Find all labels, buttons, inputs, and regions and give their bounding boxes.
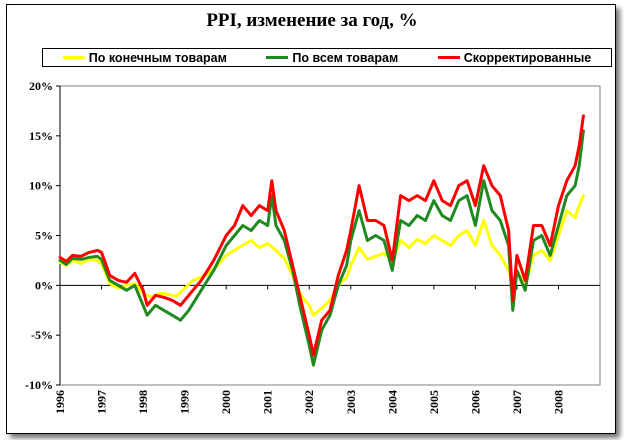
legend-swatch-adjusted bbox=[437, 56, 460, 59]
x-tick-label: 2006 bbox=[468, 390, 482, 414]
chart-title: PPI, изменение за год, % bbox=[206, 10, 418, 31]
y-tick-label: 15% bbox=[29, 129, 53, 143]
x-tick-label: 1998 bbox=[136, 390, 150, 414]
legend: По конечным товарам По всем товарам Скор… bbox=[42, 48, 612, 67]
y-tick-label: -5% bbox=[31, 328, 53, 342]
x-tick-label: 2002 bbox=[302, 390, 316, 414]
x-tick-label: 1999 bbox=[178, 390, 192, 414]
y-tick-label: 20% bbox=[29, 79, 53, 93]
legend-item-adjusted: Скорректированные bbox=[437, 50, 592, 65]
x-tick-label: 2005 bbox=[427, 390, 441, 414]
series-line-all-goods bbox=[58, 129, 585, 367]
x-tick-label: 2001 bbox=[261, 390, 275, 414]
x-tick-label: 2000 bbox=[219, 390, 233, 414]
x-tick-label: 1996 bbox=[53, 390, 67, 414]
x-tick-label: 1997 bbox=[95, 390, 109, 414]
legend-swatch-final-goods bbox=[62, 56, 85, 59]
legend-item-all-goods: По всем товарам bbox=[266, 51, 398, 65]
y-tick-label: 5% bbox=[35, 229, 53, 243]
y-tick-label: 10% bbox=[29, 179, 53, 193]
x-tick-label: 2004 bbox=[385, 390, 399, 414]
x-tick-label: 2003 bbox=[344, 390, 358, 414]
legend-label-all-goods: По всем товарам bbox=[292, 50, 399, 65]
x-tick-label: 2007 bbox=[510, 390, 524, 414]
legend-item-final-goods: По конечным товарам bbox=[62, 50, 227, 65]
plot-background bbox=[59, 85, 601, 386]
x-tick-label: 2008 bbox=[551, 390, 565, 414]
series-line-adjusted bbox=[58, 114, 585, 357]
y-tick-label: 0% bbox=[35, 278, 53, 292]
legend-label-adjusted: Скорректированные bbox=[463, 50, 592, 65]
legend-label-final-goods: По конечным товарам bbox=[88, 50, 227, 65]
legend-swatch-all-goods bbox=[266, 56, 289, 59]
y-tick-label: -10% bbox=[25, 378, 53, 392]
